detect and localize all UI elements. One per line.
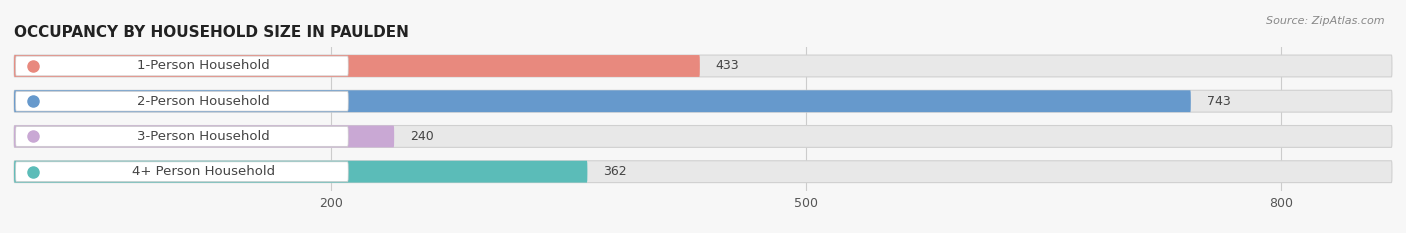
FancyBboxPatch shape	[14, 55, 1392, 77]
FancyBboxPatch shape	[14, 161, 1392, 183]
FancyBboxPatch shape	[15, 162, 349, 182]
FancyBboxPatch shape	[15, 127, 349, 146]
FancyBboxPatch shape	[14, 90, 1392, 112]
Text: 3-Person Household: 3-Person Household	[138, 130, 270, 143]
FancyBboxPatch shape	[14, 126, 1392, 147]
Text: OCCUPANCY BY HOUSEHOLD SIZE IN PAULDEN: OCCUPANCY BY HOUSEHOLD SIZE IN PAULDEN	[14, 25, 409, 40]
Text: 362: 362	[603, 165, 627, 178]
Text: 1-Person Household: 1-Person Household	[138, 59, 270, 72]
Text: 240: 240	[411, 130, 434, 143]
FancyBboxPatch shape	[14, 161, 588, 183]
Text: 433: 433	[716, 59, 740, 72]
Text: 743: 743	[1206, 95, 1230, 108]
FancyBboxPatch shape	[14, 90, 1191, 112]
Text: 4+ Person Household: 4+ Person Household	[132, 165, 276, 178]
FancyBboxPatch shape	[14, 55, 700, 77]
FancyBboxPatch shape	[15, 91, 349, 111]
Text: Source: ZipAtlas.com: Source: ZipAtlas.com	[1267, 16, 1385, 26]
FancyBboxPatch shape	[14, 126, 394, 147]
Text: 2-Person Household: 2-Person Household	[138, 95, 270, 108]
FancyBboxPatch shape	[15, 56, 349, 76]
